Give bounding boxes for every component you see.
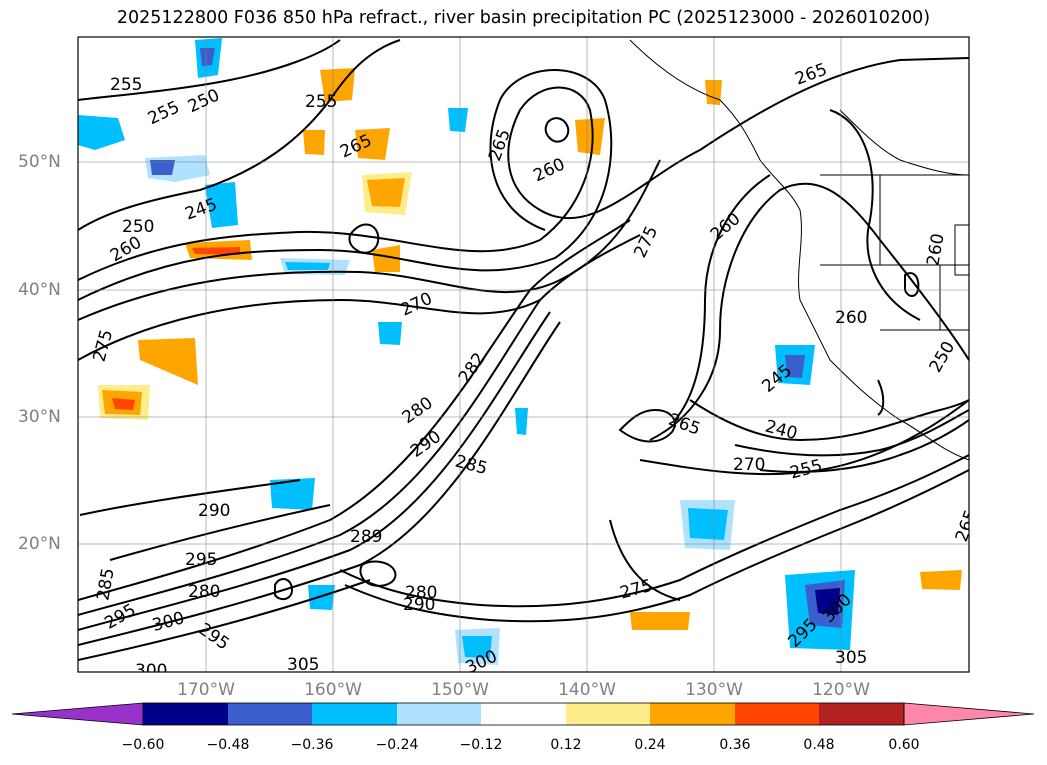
shade-blob xyxy=(303,130,325,155)
colorbar-bin xyxy=(566,703,650,725)
refractivity-contours xyxy=(78,39,969,661)
contour-label: 305 xyxy=(287,655,319,675)
lon-label: 140°W xyxy=(558,680,616,700)
shade-blob xyxy=(308,585,335,610)
colorbar-tick: 0.48 xyxy=(803,737,835,753)
colorbar-bin xyxy=(650,703,735,725)
lat-label: 50°N xyxy=(18,152,61,172)
contour-label: 289 xyxy=(350,527,382,547)
colorbar-tick: −0.60 xyxy=(121,737,165,753)
colorbar xyxy=(11,702,1035,726)
map-area: 255 255 250 255 265 265 265 260 245 250 … xyxy=(78,37,969,681)
colorbar-extend-high xyxy=(903,702,1035,726)
shade-blob xyxy=(367,178,405,207)
contour-label: 250 xyxy=(122,217,154,237)
coastlines xyxy=(629,39,969,461)
contour-label: 290 xyxy=(198,501,230,521)
contour-label: 270 xyxy=(733,455,765,475)
contour-label: 280 xyxy=(188,582,220,602)
lon-label: 120°W xyxy=(812,680,870,700)
contour-label: 305 xyxy=(835,648,867,668)
contour-label: 300 xyxy=(135,661,167,681)
contour-label: 295 xyxy=(185,550,217,570)
map-frame xyxy=(77,36,970,673)
colorbar-bin xyxy=(143,703,228,725)
colorbar-tick: 0.36 xyxy=(719,737,751,753)
colorbar-bin xyxy=(735,703,819,725)
contour-label: 255 xyxy=(110,75,142,95)
shade-blob xyxy=(785,355,805,378)
contour-label: 290 xyxy=(403,595,435,615)
shade-blob xyxy=(378,322,402,345)
colorbar-tick: 0.12 xyxy=(550,737,582,753)
shade-blob xyxy=(112,398,135,410)
shade-blob xyxy=(285,262,330,270)
graticule xyxy=(78,37,969,672)
shade-blob xyxy=(448,108,468,132)
colorbar-tick: −0.36 xyxy=(290,737,334,753)
shade-blob xyxy=(150,160,175,175)
shade-blob xyxy=(515,408,528,435)
shade-blob xyxy=(320,68,355,102)
shade-blob xyxy=(205,182,238,228)
shade-blob xyxy=(200,48,215,66)
lat-label: 30°N xyxy=(18,407,61,427)
shade-blob xyxy=(192,247,240,255)
shade-blob xyxy=(920,570,962,590)
colorbar-bin xyxy=(481,703,566,725)
shade-blob xyxy=(630,612,690,630)
contour-label: 255 xyxy=(305,92,337,112)
lon-label: 170°W xyxy=(177,680,235,700)
colorbar-bin xyxy=(312,703,397,725)
shade-blob xyxy=(705,80,722,105)
shade-blob xyxy=(372,245,400,272)
shade-blob xyxy=(355,128,390,160)
colorbar-tick: −0.24 xyxy=(375,737,419,753)
lat-label: 40°N xyxy=(18,280,61,300)
contour-label: 280 xyxy=(405,583,437,603)
colorbar-extend-low xyxy=(11,702,144,726)
colorbar-tick: −0.12 xyxy=(459,737,503,753)
colorbar-bin xyxy=(228,703,312,725)
shade-blob xyxy=(462,636,492,658)
shade-blob xyxy=(270,478,315,510)
precip-shading xyxy=(78,38,962,665)
colorbar-bin xyxy=(819,703,904,725)
shade-blob xyxy=(78,115,125,150)
colorbar-tick: −0.48 xyxy=(206,737,250,753)
colorbar-tick: 0.24 xyxy=(634,737,666,753)
colorbar-tick: 0.60 xyxy=(888,737,920,753)
lon-label: 160°W xyxy=(304,680,362,700)
shade-blob xyxy=(688,508,728,540)
shade-blob xyxy=(138,338,198,385)
lon-label: 150°W xyxy=(431,680,489,700)
colorbar-bin xyxy=(397,703,481,725)
contour-label: 260 xyxy=(835,308,867,328)
lon-label: 130°W xyxy=(685,680,743,700)
lat-label: 20°N xyxy=(18,534,61,554)
shade-blob xyxy=(575,118,605,155)
shade-blob xyxy=(815,588,840,615)
map-title: 2025122800 F036 850 hPa refract., river … xyxy=(116,8,931,28)
